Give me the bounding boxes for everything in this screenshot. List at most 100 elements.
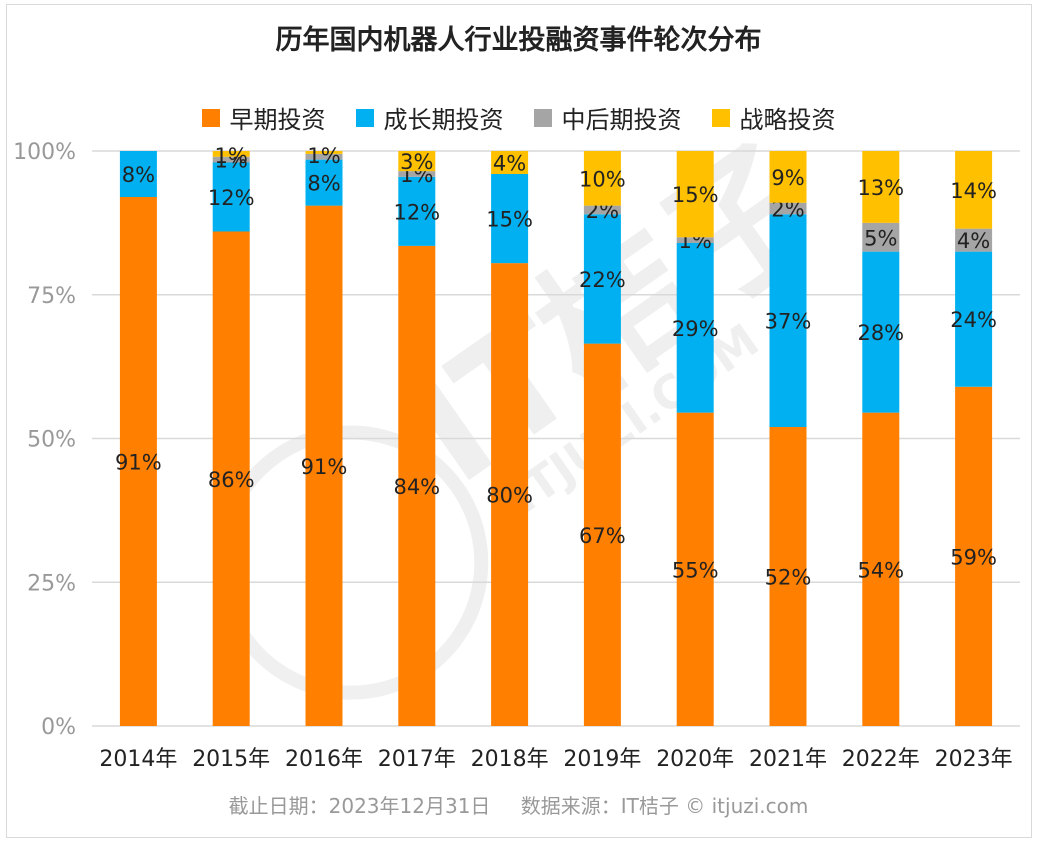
legend-label-early: 早期投资 <box>229 106 326 134</box>
data-label: 15% <box>672 183 719 207</box>
bar-segment <box>676 412 714 726</box>
data-label: 80% <box>486 484 533 508</box>
data-label: 29% <box>672 317 719 341</box>
bar-segment <box>583 205 621 215</box>
bar-segment <box>676 243 714 413</box>
data-label: 55% <box>672 558 719 582</box>
bar-segment <box>676 151 714 238</box>
bar-segment <box>955 251 993 387</box>
bar-segment <box>862 151 900 223</box>
data-label: 10% <box>579 167 626 191</box>
data-label: 8% <box>307 172 340 196</box>
data-label: 1% <box>307 144 340 168</box>
bar-segment <box>769 427 807 726</box>
bar-segment <box>398 245 436 726</box>
data-label: 84% <box>393 475 440 499</box>
x-tick-label: 2016年 <box>285 747 363 772</box>
bar-segment <box>305 151 343 154</box>
bar-segment <box>491 263 529 726</box>
data-label: 14% <box>950 179 997 203</box>
data-label: 12% <box>208 186 255 210</box>
bar-segment <box>212 156 250 163</box>
data-label: 52% <box>765 566 812 590</box>
data-label: 13% <box>857 176 904 200</box>
data-label: 8% <box>122 163 155 187</box>
bar-segment <box>398 176 436 246</box>
bar-segment <box>212 151 250 157</box>
legend-swatch-strategic <box>711 108 730 127</box>
bar-segment <box>955 228 993 252</box>
y-tick-label: 25% <box>27 571 76 596</box>
data-label: 4% <box>957 229 990 253</box>
legend-swatch-growth <box>355 108 374 127</box>
bar-segment <box>955 151 993 229</box>
data-label: 9% <box>771 166 804 190</box>
bar-segment <box>398 151 436 172</box>
data-label: 1% <box>215 144 248 168</box>
bar-segment <box>305 153 343 160</box>
bar-segment <box>769 214 807 427</box>
x-tick-label: 2019年 <box>563 747 641 772</box>
legend-item-early: 早期投资 <box>201 100 326 135</box>
data-label: 91% <box>115 451 162 475</box>
data-label: 91% <box>301 455 348 479</box>
bar-segment <box>212 231 250 726</box>
data-label: 37% <box>765 310 812 334</box>
bar-segment <box>583 214 621 344</box>
x-tick-label: 2023年 <box>935 747 1013 772</box>
legend-label-growth: 成长期投资 <box>383 106 504 134</box>
legend: 早期投资 成长期投资 中后期投资 战略投资 <box>0 100 1037 135</box>
x-tick-label: 2020年 <box>656 747 734 772</box>
bar-segment <box>862 222 900 252</box>
bar-segment <box>119 151 157 197</box>
bar-segment <box>305 159 343 206</box>
x-tick-label: 2021年 <box>749 747 827 772</box>
bar-segment <box>119 197 157 726</box>
data-label: 22% <box>579 268 626 292</box>
x-tick-label: 2015年 <box>192 747 270 772</box>
footer-source: 数据来源：IT桔子 © itjuzi.com <box>520 794 809 818</box>
data-label: 86% <box>208 468 255 492</box>
x-tick-label: 2018年 <box>471 747 549 772</box>
bar-segment <box>212 162 250 232</box>
bar-segment <box>583 343 621 726</box>
legend-label-strategic: 战略投资 <box>739 106 836 134</box>
legend-swatch-late <box>533 108 552 127</box>
bar-segment <box>491 151 529 174</box>
x-tick-label: 2017年 <box>378 747 456 772</box>
bar-segment <box>676 237 714 243</box>
data-label: 54% <box>857 558 904 582</box>
chart-title: 历年国内机器人行业投融资事件轮次分布 <box>275 25 762 56</box>
legend-item-growth: 成长期投资 <box>355 100 504 135</box>
bar-segment <box>305 205 343 726</box>
bar-segment <box>769 202 807 215</box>
footer: 截止日期：2023年12月31日 数据来源：IT桔子 © itjuzi.com <box>0 790 1037 819</box>
x-tick-label: 2022年 <box>842 747 920 772</box>
y-tick-label: 100% <box>13 140 76 165</box>
bar-segment <box>862 412 900 726</box>
data-label: 59% <box>950 545 997 569</box>
legend-item-late: 中后期投资 <box>533 100 682 135</box>
data-label: 67% <box>579 524 626 548</box>
legend-label-late: 中后期投资 <box>561 106 682 134</box>
data-label: 5% <box>864 226 897 250</box>
bar-segment <box>583 151 621 206</box>
bar-segment <box>491 174 529 264</box>
legend-swatch-early <box>201 108 220 127</box>
data-label: 12% <box>393 200 440 224</box>
bar-segment <box>769 151 807 203</box>
data-label: 3% <box>400 150 433 174</box>
data-label: 24% <box>950 308 997 332</box>
bar-segment <box>398 171 436 177</box>
y-tick-label: 50% <box>27 428 76 453</box>
bar-segment <box>955 386 993 726</box>
data-label: 28% <box>857 321 904 345</box>
x-tick-label: 2014年 <box>99 747 177 772</box>
data-label: 4% <box>493 152 526 176</box>
bar-segment <box>862 251 900 413</box>
data-label: 15% <box>486 208 533 232</box>
legend-item-strategic: 战略投资 <box>711 100 836 135</box>
footer-date: 截止日期：2023年12月31日 <box>228 794 491 818</box>
y-tick-label: 75% <box>27 284 76 309</box>
